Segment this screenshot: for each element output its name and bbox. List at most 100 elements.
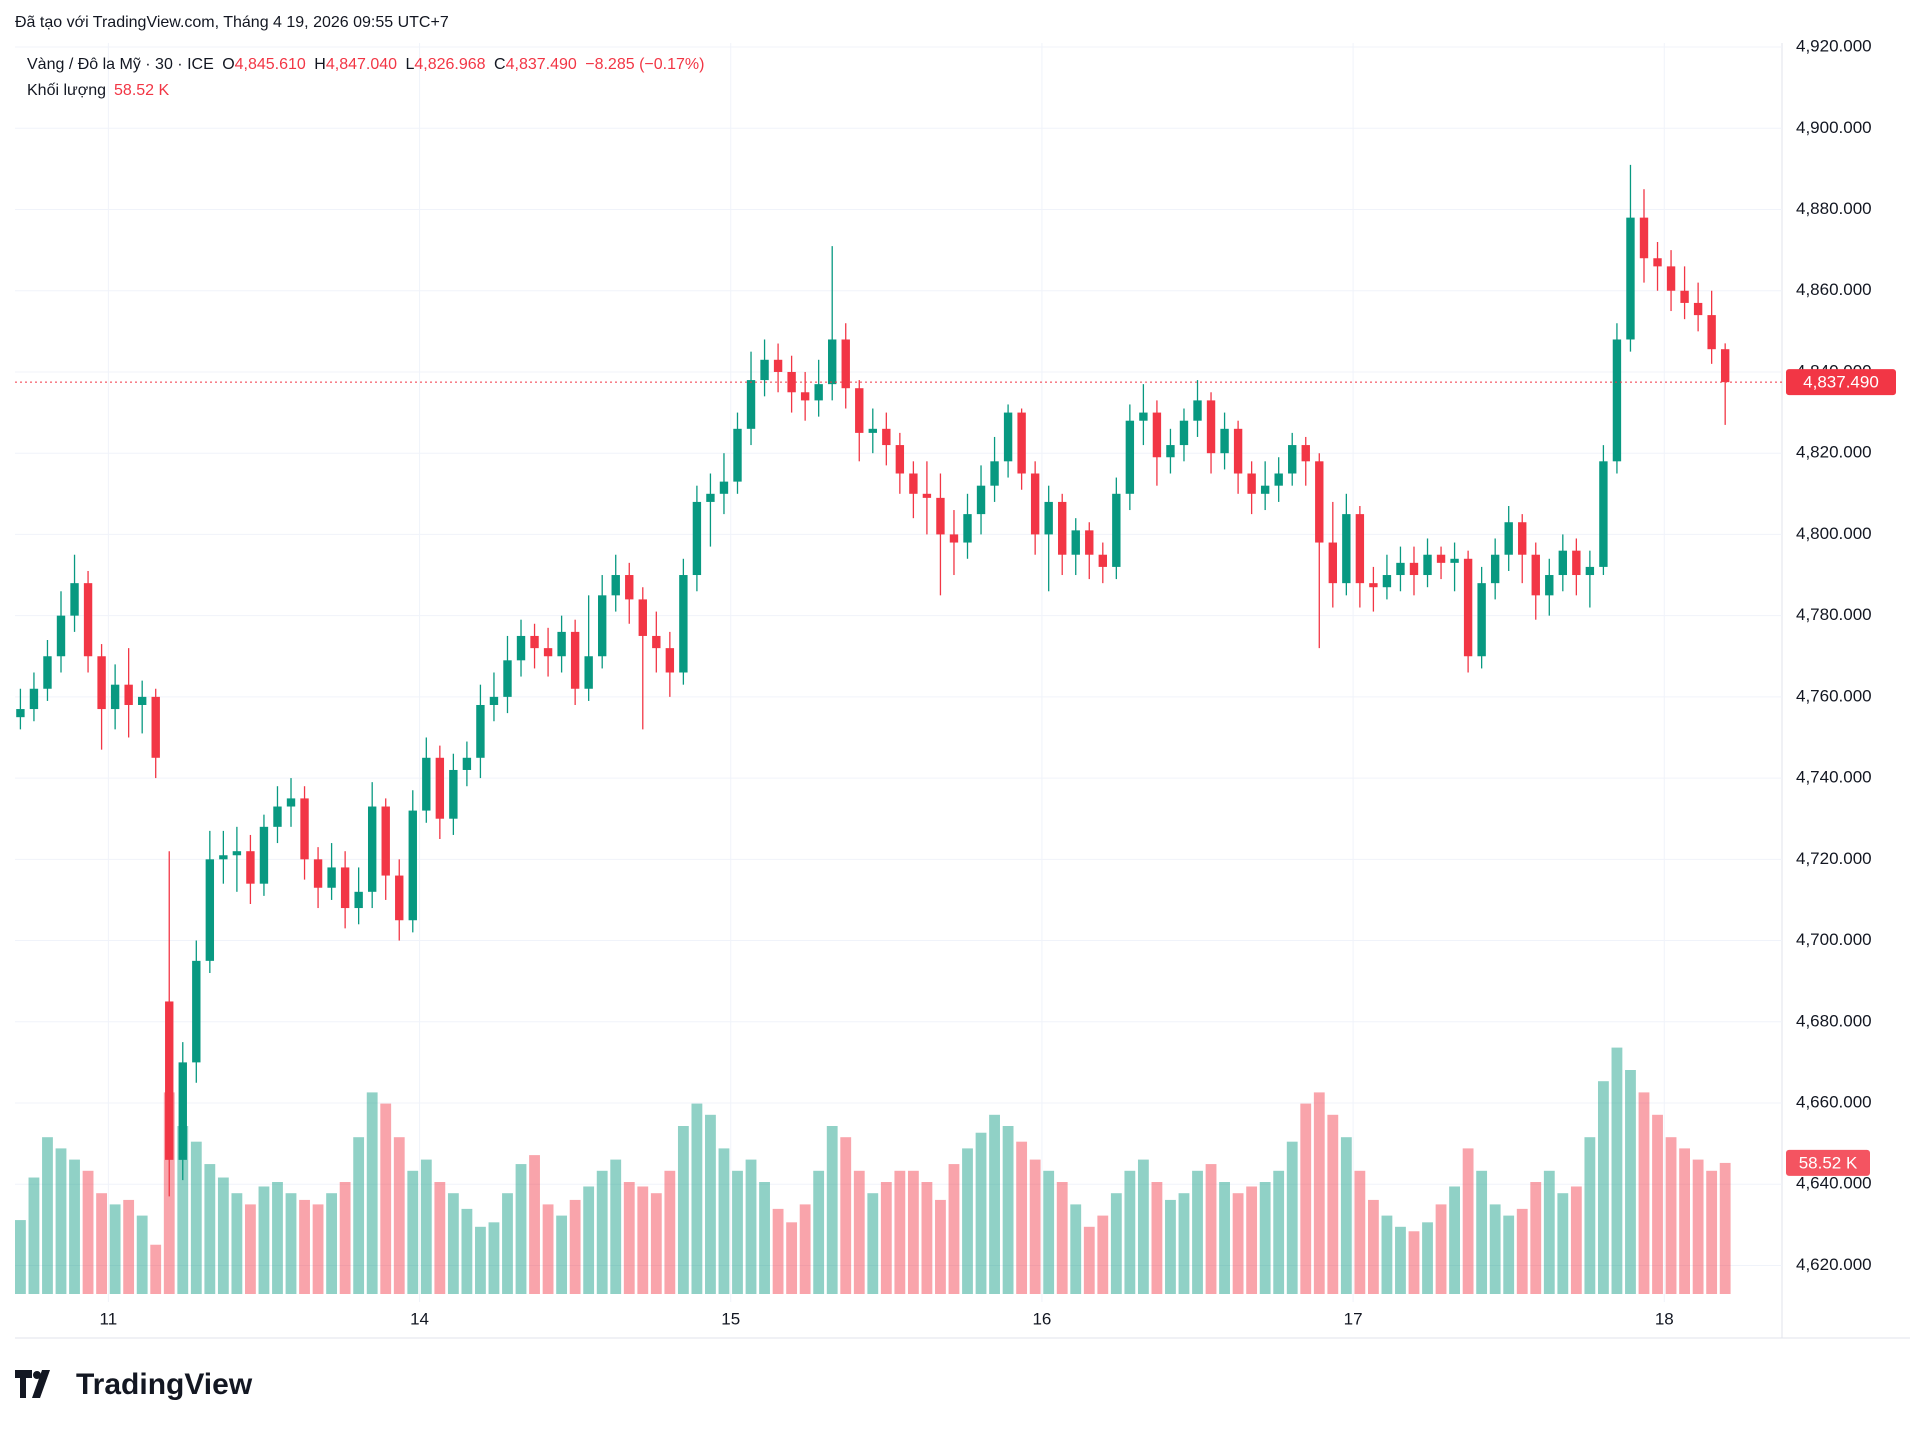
grid [15, 43, 1782, 1302]
volume-bar [285, 1193, 297, 1294]
candle-body [1477, 583, 1486, 657]
volume-bar [1097, 1215, 1109, 1294]
candle-body [1179, 420, 1189, 446]
candle-body [29, 688, 39, 710]
candle-body [1369, 583, 1378, 588]
volume-bar [217, 1177, 229, 1294]
legend-label: O [222, 56, 235, 73]
candle-body [205, 859, 215, 961]
candle-body [1423, 554, 1432, 576]
last-price-label: 4,837.490 [1803, 373, 1879, 392]
volume-bar [610, 1159, 622, 1294]
volume-box [1786, 1149, 1870, 1176]
candle-body [1247, 473, 1256, 494]
candle-body [1450, 558, 1459, 563]
candle-body [1355, 514, 1365, 584]
candle-body [476, 704, 485, 758]
volume-bar [583, 1186, 595, 1294]
volume-bar [272, 1182, 283, 1294]
candle-body [570, 631, 580, 689]
candle-body [1558, 550, 1568, 576]
volume-bar [1611, 1047, 1623, 1294]
candle-body [1666, 266, 1676, 291]
volume-bar [1083, 1226, 1095, 1294]
candle-body [1693, 302, 1703, 316]
volume-bar [935, 1199, 946, 1294]
volume-bar [1205, 1164, 1217, 1294]
volume-bar [529, 1155, 540, 1294]
candle-body [1003, 412, 1013, 462]
candle-body [665, 648, 675, 673]
candle-body [1409, 562, 1419, 576]
volume-bar [1070, 1204, 1082, 1294]
volume-bar [447, 1193, 459, 1294]
volume-bar [962, 1148, 973, 1294]
volume-bar [826, 1126, 838, 1294]
volume-bar [1381, 1215, 1393, 1294]
candle-body [990, 461, 999, 486]
volume-bar [42, 1137, 53, 1294]
candle-body [340, 867, 350, 909]
volume-bar [1449, 1186, 1460, 1294]
candle-body [1342, 514, 1351, 584]
volume-bar [515, 1164, 527, 1294]
candle-body [259, 826, 269, 884]
volume-bar [975, 1132, 987, 1294]
candle-body [1152, 412, 1162, 458]
volume-bar [258, 1186, 270, 1294]
legend-value: 4,826.968 [414, 56, 486, 73]
volume-bar [366, 1092, 378, 1294]
candle-body [300, 798, 309, 860]
candle-body [273, 806, 282, 827]
candle-body [1328, 542, 1338, 584]
legend-value: 4,845.610 [234, 56, 306, 73]
volume-bar [1273, 1170, 1285, 1294]
volume-bar [718, 1148, 730, 1294]
candle-body [1463, 558, 1473, 657]
volume-bar [1029, 1159, 1041, 1294]
volume-bar [204, 1164, 216, 1294]
candle-body [1288, 445, 1297, 474]
volume-bar [502, 1193, 513, 1294]
volume-bar [880, 1182, 892, 1294]
x-tick-label: 15 [721, 1309, 740, 1328]
y-tick-label: 4,800.000 [1796, 524, 1872, 543]
candle-body [16, 709, 25, 718]
candle-body [733, 428, 742, 482]
x-tick-label: 17 [1344, 1309, 1363, 1328]
volume-bar [15, 1220, 26, 1294]
volume-bar [1625, 1070, 1636, 1294]
volume-bar [231, 1193, 243, 1294]
candle-body [1315, 461, 1324, 543]
volume-bar [1422, 1222, 1433, 1294]
volume-bar [907, 1170, 919, 1294]
logo-icon [15, 1370, 50, 1398]
candle-body [1233, 428, 1243, 474]
legend-label: C [494, 56, 506, 73]
candle-body [327, 867, 336, 888]
volume-bar [190, 1141, 202, 1294]
volume-bar [1043, 1170, 1055, 1294]
candle-body [530, 635, 539, 649]
y-tick-label: 4,620.000 [1796, 1255, 1872, 1274]
candle-body [232, 851, 242, 856]
volume-bar [109, 1204, 121, 1294]
candle-body [367, 806, 377, 892]
candle-body [746, 380, 756, 429]
candle-body [625, 575, 634, 600]
candle-body [43, 656, 52, 689]
candle-body [1017, 412, 1026, 474]
candle-body [219, 855, 228, 860]
candle-body [1166, 445, 1175, 458]
y-tick-label: 4,660.000 [1796, 1092, 1872, 1111]
volume-bar [245, 1204, 256, 1294]
volume-bar [1259, 1182, 1271, 1294]
candle-body [56, 615, 66, 657]
volume-bar [1286, 1141, 1298, 1294]
candle-body [1058, 501, 1067, 555]
candle-body [1720, 349, 1730, 383]
candle-body [855, 388, 864, 433]
candle-body [1599, 461, 1608, 567]
candle-body [381, 806, 390, 876]
